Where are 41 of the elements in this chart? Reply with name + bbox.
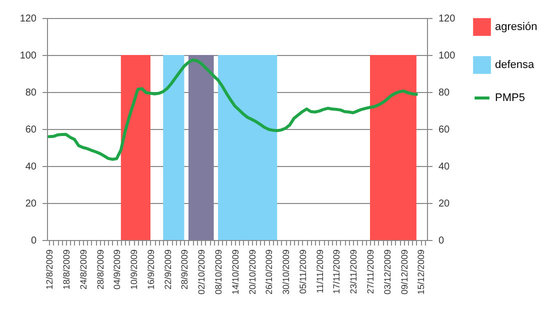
y2-tick-label: 100 xyxy=(438,50,456,62)
x-tick-label: 27/11/2009 xyxy=(366,250,376,294)
x-tick-label: 16/9/2009 xyxy=(146,250,156,290)
y-tick-label: 120 xyxy=(20,14,37,24)
line-series xyxy=(48,58,418,161)
legend-label: agresión xyxy=(495,21,538,33)
x-tick-label: 05/11/2009 xyxy=(298,250,308,294)
x-tick-label: 17/11/2009 xyxy=(332,250,342,294)
y2-tick-label: 80 xyxy=(438,88,450,98)
y2-tick-label: 40 xyxy=(438,162,450,172)
y-tick-label: 0 xyxy=(30,236,37,246)
x-tick-label: 15/12/2009 xyxy=(416,250,426,295)
x-tick-label: 20/10/2009 xyxy=(247,250,258,295)
y-tick-label: 100 xyxy=(20,50,37,62)
y2-tick-label: 20 xyxy=(438,198,450,210)
x-tick-label: 28/9/2009 xyxy=(180,250,190,290)
x-tick-label: 09/12/2009 xyxy=(399,250,410,295)
y2-tick-label: 60 xyxy=(438,124,450,136)
x-tick-label: 30/10/2009 xyxy=(281,250,292,295)
x-tick-label: 02/10/2009 xyxy=(196,250,207,295)
y2-tick-label: 0 xyxy=(438,236,444,246)
y-tick-label: 40 xyxy=(25,162,37,172)
x-tick-label: 22/9/2009 xyxy=(162,250,173,290)
x-tick-label: 18/8/2009 xyxy=(62,250,72,290)
x-tick-label: 23/11/2009 xyxy=(348,250,359,294)
x-tick-label: 26/10/2009 xyxy=(264,250,274,295)
legend-label: defensa xyxy=(495,59,536,71)
x-tick-label: 11/11/2009 xyxy=(314,250,325,294)
legend-label: PMP5 xyxy=(495,92,525,104)
x-tick-label: 28/8/2009 xyxy=(95,250,106,290)
y-tick-label: 80 xyxy=(25,88,37,98)
y-tick-label: 20 xyxy=(25,198,37,210)
x-tick-label: 03/12/2009 xyxy=(382,250,392,295)
x-tick-label: 12/8/2009 xyxy=(44,250,55,290)
y2-tick-label: 120 xyxy=(438,14,456,24)
x-tick-label: 04/9/2009 xyxy=(112,250,122,290)
x-tick-label: 10/9/2009 xyxy=(129,250,140,290)
x-tick-label: 08/10/2009 xyxy=(214,250,224,295)
x-tick-label: 14/10/2009 xyxy=(230,250,240,295)
y-tick-label: 60 xyxy=(25,124,37,136)
x-tick-label: 24/8/2009 xyxy=(78,250,88,290)
